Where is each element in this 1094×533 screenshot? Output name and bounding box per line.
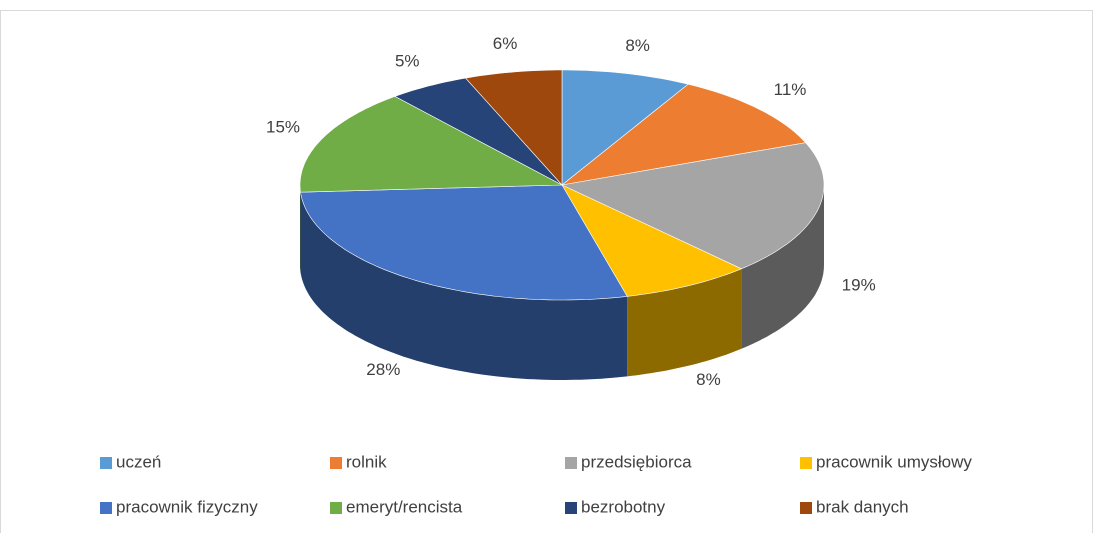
slice-side	[627, 268, 742, 377]
legend-label: brak danych	[816, 497, 909, 516]
data-label: 19%	[842, 276, 876, 295]
slice	[561, 83, 807, 186]
slice	[561, 142, 825, 270]
data-label: 28%	[366, 360, 400, 379]
legend-label: emeryt/rencista	[346, 497, 463, 516]
legend-swatch	[100, 457, 112, 469]
legend-label: bezrobotny	[581, 497, 666, 516]
legend-label: pracownik fizyczny	[116, 497, 258, 516]
slice-side	[300, 192, 628, 380]
legend-swatch	[565, 457, 577, 469]
slice	[300, 184, 628, 301]
data-label: 15%	[266, 118, 300, 137]
legend-label: pracownik umysłowy	[816, 452, 972, 471]
legend-swatch	[565, 502, 577, 514]
legend-label: rolnik	[346, 452, 387, 471]
data-label: 5%	[395, 51, 420, 70]
slice	[561, 184, 743, 297]
legend-swatch	[330, 502, 342, 514]
slice-side	[741, 185, 824, 349]
legend-label: uczeń	[116, 452, 161, 471]
data-label: 6%	[493, 34, 518, 53]
legend-swatch	[100, 502, 112, 514]
slice	[465, 69, 563, 186]
slice	[299, 96, 564, 193]
chart-frame	[0, 10, 1093, 533]
slice	[561, 69, 689, 186]
legend-label: przedsiębiorca	[581, 452, 692, 471]
data-label: 11%	[774, 80, 807, 99]
legend-swatch	[800, 457, 812, 469]
legend-swatch	[800, 502, 812, 514]
slice-side	[300, 185, 301, 273]
legend-swatch	[330, 457, 342, 469]
data-label: 8%	[625, 36, 650, 55]
data-label: 8%	[696, 370, 721, 389]
slice	[394, 77, 563, 186]
